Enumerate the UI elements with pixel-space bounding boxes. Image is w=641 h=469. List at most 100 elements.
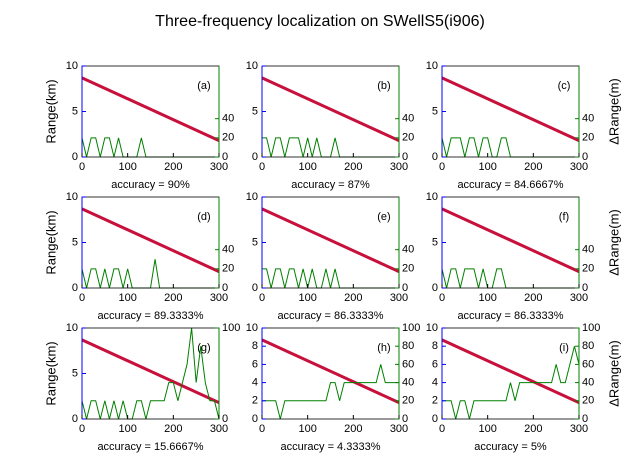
plot-area <box>262 328 399 419</box>
x-tick-label: 100 <box>478 423 496 435</box>
data-line <box>441 207 580 273</box>
plot-area <box>82 197 219 288</box>
y2-tick-label: 80 <box>402 340 414 352</box>
x-tick-label: 300 <box>390 292 408 304</box>
x-tick-label: 0 <box>259 161 265 173</box>
y-axis-label: Range(km) <box>43 79 58 143</box>
y-tick-label: 0 <box>432 151 438 163</box>
x-tick-label: 200 <box>524 292 542 304</box>
x-tick-label: 300 <box>570 423 588 435</box>
y-tick-label: 10 <box>246 191 258 203</box>
x-tick-label: 100 <box>118 161 136 173</box>
y2-tick-label: 0 <box>582 413 588 425</box>
y2-tick-label: 40 <box>222 113 234 125</box>
y2-tick-label: 60 <box>402 358 414 370</box>
y2-tick-label: 40 <box>402 244 414 256</box>
y-tick-label: 0 <box>72 413 78 425</box>
y-tick-label: 10 <box>246 60 258 72</box>
plot-area <box>262 66 399 157</box>
x-axis-label: accuracy = 90% <box>111 179 190 191</box>
y2-axis-label: ΔRange(m) <box>606 209 621 275</box>
x-tick-label: 200 <box>164 161 182 173</box>
y-tick-label: 5 <box>252 105 258 117</box>
y-tick-label: 5 <box>432 236 438 248</box>
y2-tick-label: 100 <box>222 322 240 334</box>
y2-tick-label: 0 <box>222 151 228 163</box>
y2-tick-label: 100 <box>402 322 420 334</box>
y2-tick-label: 40 <box>582 244 594 256</box>
y-tick-label: 5 <box>252 236 258 248</box>
plot-area <box>442 197 579 288</box>
x-axis-label: accuracy = 4.3333% <box>281 441 381 453</box>
data-line <box>261 338 400 404</box>
y-tick-label: 10 <box>66 191 78 203</box>
y2-tick-label: 20 <box>222 132 234 144</box>
y-axis-label: Range(km) <box>43 210 58 274</box>
y-tick-label: 8 <box>252 340 258 352</box>
x-tick-label: 300 <box>390 423 408 435</box>
data-line <box>441 338 580 404</box>
x-tick-label: 300 <box>210 292 228 304</box>
y2-tick-label: 40 <box>582 377 594 389</box>
plot-area <box>262 197 399 288</box>
y2-tick-label: 0 <box>402 282 408 294</box>
x-tick-label: 100 <box>118 423 136 435</box>
data-line <box>261 207 400 273</box>
figure-title: Three-frequency localization on SWellS5(… <box>155 13 485 30</box>
y2-tick-label: 20 <box>402 263 414 275</box>
x-axis-label: accuracy = 5% <box>474 441 547 453</box>
x-tick-label: 300 <box>210 161 228 173</box>
x-tick-label: 200 <box>344 423 362 435</box>
x-tick-label: 200 <box>344 292 362 304</box>
y-tick-label: 0 <box>252 413 258 425</box>
y-tick-label: 5 <box>72 236 78 248</box>
x-axis-label: accuracy = 86.3333% <box>457 310 563 322</box>
y2-tick-label: 60 <box>582 358 594 370</box>
x-tick-label: 0 <box>79 161 85 173</box>
x-tick-label: 300 <box>210 423 228 435</box>
x-tick-label: 100 <box>298 423 316 435</box>
y-tick-label: 0 <box>252 151 258 163</box>
plot-area <box>82 328 219 419</box>
y-tick-label: 5 <box>72 367 78 379</box>
y2-tick-label: 0 <box>222 413 228 425</box>
panel-label: (f) <box>559 211 569 223</box>
y2-tick-label: 0 <box>402 151 408 163</box>
y2-tick-label: 40 <box>222 244 234 256</box>
x-tick-label: 200 <box>524 423 542 435</box>
y-tick-label: 0 <box>72 151 78 163</box>
y2-tick-label: 0 <box>222 282 228 294</box>
y-tick-label: 0 <box>432 282 438 294</box>
y2-tick-label: 40 <box>582 113 594 125</box>
data-line <box>262 364 399 420</box>
x-tick-label: 0 <box>439 292 445 304</box>
x-axis-label: accuracy = 84.6667% <box>457 179 563 191</box>
y-tick-label: 5 <box>72 105 78 117</box>
y-tick-label: 10 <box>426 191 438 203</box>
x-tick-label: 200 <box>164 292 182 304</box>
y-tick-label: 8 <box>432 340 438 352</box>
panel-label: (a) <box>197 80 210 92</box>
y-tick-label: 10 <box>66 60 78 72</box>
x-tick-label: 100 <box>478 161 496 173</box>
x-tick-label: 0 <box>79 423 85 435</box>
panel-label: (h) <box>377 342 390 354</box>
y2-tick-label: 80 <box>582 340 594 352</box>
x-tick-label: 300 <box>570 161 588 173</box>
x-tick-label: 0 <box>439 161 445 173</box>
y2-tick-label: 20 <box>582 132 594 144</box>
y-tick-label: 10 <box>426 60 438 72</box>
x-tick-label: 100 <box>298 161 316 173</box>
y-tick-label: 0 <box>72 282 78 294</box>
panel-label: (c) <box>558 80 571 92</box>
y2-axis-label: ΔRange(m) <box>606 340 621 406</box>
y2-tick-label: 20 <box>582 395 594 407</box>
x-axis-label: accuracy = 89.3333% <box>97 310 203 322</box>
panel-label: (i) <box>559 342 569 354</box>
panel-label: (e) <box>377 211 390 223</box>
data-line <box>81 338 220 404</box>
x-tick-label: 0 <box>79 292 85 304</box>
x-axis-label: accuracy = 86.3333% <box>277 310 383 322</box>
